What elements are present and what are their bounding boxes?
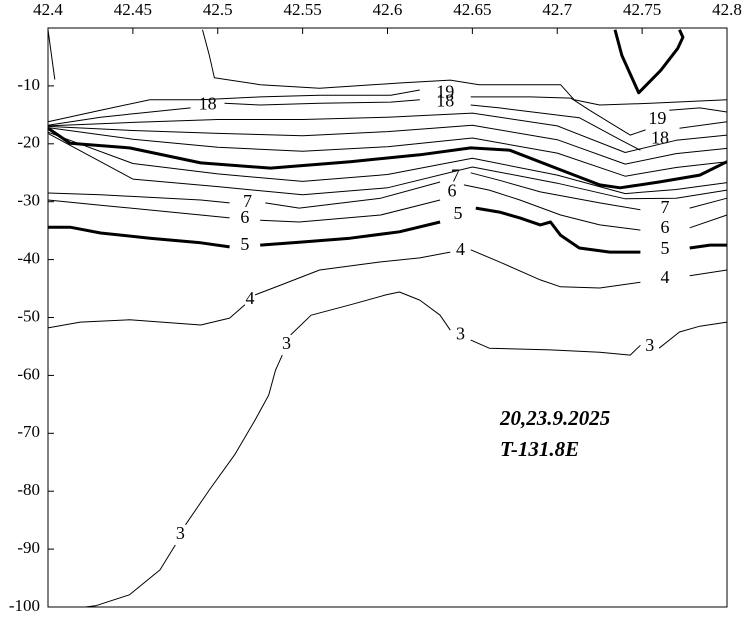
contour-label: 6: [448, 181, 457, 201]
contour-label: 7: [243, 191, 252, 211]
contour-label: 6: [661, 217, 670, 237]
contour-line: [47, 127, 728, 177]
contour-label: 18: [199, 94, 217, 114]
contour-line: [202, 29, 728, 106]
y-tick-label: -100: [9, 596, 40, 615]
contour-line: [85, 291, 728, 608]
contour-line: [47, 172, 728, 211]
y-tick-label: -80: [17, 480, 40, 499]
x-tick-label: 42.5: [203, 0, 233, 19]
y-tick-label: -70: [17, 422, 40, 441]
contour-label: 7: [661, 197, 670, 217]
contour-line: [613, 29, 685, 95]
contour-label: 7: [451, 166, 460, 186]
y-tick-label: -40: [17, 249, 40, 268]
y-tick-label: -50: [17, 306, 40, 325]
plot-frame: [47, 27, 728, 608]
contour-label: 3: [176, 523, 185, 543]
contour-label: 3: [456, 323, 465, 343]
x-tick-label: 42.4: [33, 0, 63, 19]
contour-line: [47, 184, 728, 231]
contour-line: [47, 124, 728, 165]
contour-line: [47, 132, 728, 200]
contour-label: 19: [648, 108, 666, 128]
y-tick-label: -10: [17, 75, 40, 94]
contour-line: [48, 206, 727, 254]
contour-label: 18: [651, 127, 669, 147]
y-tick-label: -60: [17, 364, 40, 383]
contour-label: 6: [240, 207, 249, 227]
x-tick-label: 42.7: [542, 0, 572, 19]
contour-line: [47, 99, 728, 151]
contour-label: 5: [453, 203, 462, 223]
contour-label: 18: [436, 91, 454, 111]
contour-line: [47, 112, 728, 153]
contour-line: [47, 29, 56, 80]
contour-line: [47, 126, 728, 190]
x-tick-label: 42.45: [114, 0, 152, 19]
x-tick-label: 42.55: [284, 0, 322, 19]
contour-label: 3: [282, 333, 291, 353]
contour-label: 4: [456, 239, 465, 259]
contour-label: 4: [246, 288, 255, 308]
annotation: 20,23.9.2025: [499, 406, 610, 430]
contour-line: [47, 131, 728, 195]
x-tick-label: 42.65: [453, 0, 491, 19]
y-tick-label: -90: [17, 538, 40, 557]
contour-label: 5: [661, 238, 670, 258]
contour-line: [47, 249, 728, 329]
contour-line: [47, 89, 728, 136]
x-tick-label: 42.6: [373, 0, 403, 19]
x-tick-label: 42.75: [623, 0, 661, 19]
contour-label: 5: [240, 234, 249, 254]
x-tick-label: 42.8: [712, 0, 742, 19]
annotation: T-131.8E: [500, 437, 579, 461]
contour-label: 3: [645, 335, 654, 355]
y-tick-label: -30: [17, 191, 40, 210]
contour-label: 19: [436, 82, 454, 102]
y-tick-label: -20: [17, 133, 40, 152]
contour-label: 4: [661, 267, 670, 287]
